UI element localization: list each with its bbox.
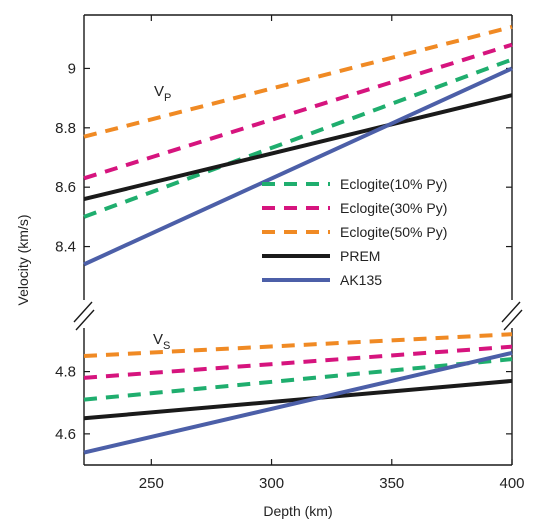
axis-break-right-slash-2: [503, 309, 523, 331]
x-axis-title: Depth (km): [263, 503, 332, 519]
vp-y-tick-label-2: 8.8: [55, 120, 76, 137]
vp-series-eclogite-50-py: [83, 24, 513, 139]
vs-y-tick-label-1: 4.8: [55, 364, 76, 381]
vs-series-eclogite-30-py: [83, 344, 513, 380]
vp-panel-label: VP: [154, 83, 171, 104]
legend-label-prem: PREM: [340, 248, 380, 264]
vp-y-tick-label-0: 8.4: [55, 239, 76, 256]
x-tick-label-300: 300: [259, 475, 284, 492]
vs-series-eclogite-50-py: [83, 332, 513, 359]
bottom-panel-frame: [83, 328, 513, 466]
legend-label-ak135: AK135: [340, 272, 382, 288]
x-tick-label-250: 250: [139, 475, 164, 492]
vp-y-tick-label-3: 9: [68, 60, 76, 77]
x-tick-label-400: 400: [499, 475, 524, 492]
vp-series-prem: [83, 93, 513, 202]
vp-y-tick-label-1: 8.6: [55, 179, 76, 196]
legend-label-eclogite-10-py: Eclogite(10% Py): [340, 176, 447, 192]
legend-label-eclogite-30-py: Eclogite(30% Py): [340, 200, 447, 216]
axis-break-right: [501, 301, 523, 331]
vs-series-ak135: [83, 350, 513, 455]
vs-panel-label: VS: [153, 331, 170, 352]
vs-y-tick-label-0: 4.6: [55, 426, 76, 443]
top-panel-frame: [83, 14, 513, 300]
legend: Eclogite(10% Py) Eclogite(30% Py) Eclogite…: [262, 176, 447, 288]
vp-series-eclogite-30-py: [83, 42, 513, 181]
x-tick-label-350: 350: [379, 475, 404, 492]
vp-series-eclogite-10-py: [83, 57, 513, 219]
top-panel-series: [83, 24, 513, 267]
vs-series-prem: [83, 378, 513, 421]
vp-series-ak135: [83, 66, 513, 267]
axis-break-left-slash-2: [75, 309, 95, 331]
axis-break-left-slash-1: [73, 301, 93, 323]
axis-ticks: 250 300 350 400 8.4 8.6 8.8 9 4.6 4.8: [55, 15, 525, 492]
vs-series-eclogite-10-py: [83, 357, 513, 402]
y-axis-title: Velocity (km/s): [15, 214, 31, 305]
axis-break-left: [73, 301, 95, 331]
axis-break-right-slash-1: [501, 301, 521, 323]
legend-label-eclogite-50-py: Eclogite(50% Py): [340, 224, 447, 240]
bottom-panel-series: [83, 332, 513, 455]
